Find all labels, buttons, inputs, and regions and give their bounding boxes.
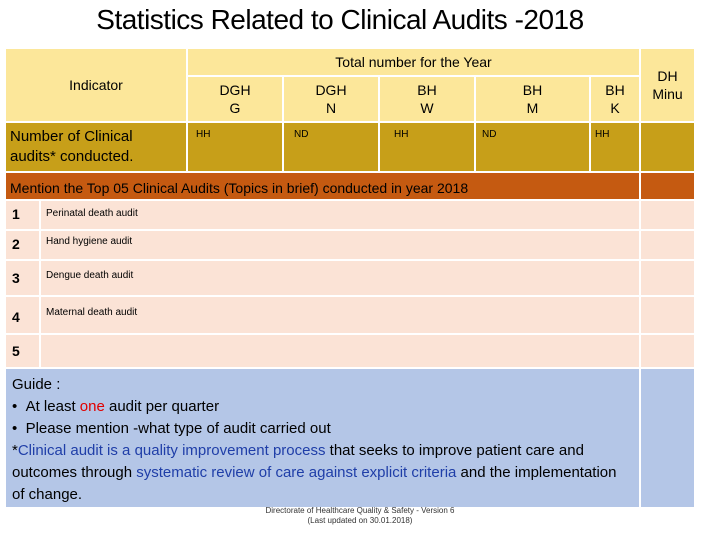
audit-row-2-text: Hand hygiene audit xyxy=(40,230,640,260)
audits-heading-side xyxy=(640,172,695,200)
bullet-icon: • xyxy=(12,420,26,437)
value-bhk: HH xyxy=(590,122,640,172)
total-year-header: Total number for the Year xyxy=(187,48,640,76)
guide-box: Guide : • At least one audit per quarter… xyxy=(5,368,640,508)
audits-heading: Mention the Top 05 Clinical Audits (Topi… xyxy=(5,172,640,200)
audit-row-3-text: Dengue death audit xyxy=(40,260,640,296)
page-title: Statistics Related to Clinical Audits -2… xyxy=(96,4,584,35)
audit-row-3-side xyxy=(640,260,695,296)
footer-line-1: Directorate of Healthcare Quality & Safe… xyxy=(265,506,455,515)
audit-row-1-side xyxy=(640,200,695,230)
audit-row-1-num: 1 xyxy=(5,200,40,230)
column-header-bhk: BH K xyxy=(590,76,640,122)
guide-bullet-2: • Please mention -what type of audit car… xyxy=(12,420,331,437)
column-header-dghn: DGH N xyxy=(283,76,379,122)
total-year-label: Total number for the Year xyxy=(335,54,492,70)
column-header-dghg: DGH G xyxy=(187,76,283,122)
audit-row-4-num: 4 xyxy=(5,296,40,334)
bullet-icon: • xyxy=(12,398,26,415)
row-label-clinical-audits: Number of Clinical audits* conducted. xyxy=(5,122,187,172)
indicator-header: Indicator xyxy=(5,48,187,122)
audit-row-5-text xyxy=(40,334,640,368)
indicator-label: Indicator xyxy=(69,77,123,93)
value-dghn: ND xyxy=(283,122,379,172)
guide-bullet-1: • At least one audit per quarter xyxy=(12,398,220,415)
footer-line-2: (Last updated on 30.01.2018) xyxy=(307,516,413,525)
audit-row-5-num: 5 xyxy=(5,334,40,368)
value-dhminu xyxy=(640,122,695,172)
audit-row-4-side xyxy=(640,296,695,334)
guide-note: *Clinical audit is a quality improvement… xyxy=(12,442,617,503)
audit-row-4-text: Maternal death audit xyxy=(40,296,640,334)
value-bhw: HH xyxy=(379,122,475,172)
value-bhm: ND xyxy=(475,122,590,172)
audit-row-5-side xyxy=(640,334,695,368)
guide-side xyxy=(640,368,695,508)
column-header-bhm: BH M xyxy=(475,76,590,122)
audit-row-3-num: 3 xyxy=(5,260,40,296)
audit-row-1-text: Perinatal death audit xyxy=(40,200,640,230)
guide-title: Guide : xyxy=(12,376,61,393)
footer: Directorate of Healthcare Quality & Safe… xyxy=(250,506,470,526)
audit-row-2-side xyxy=(640,230,695,260)
audit-row-2-num: 2 xyxy=(5,230,40,260)
value-dghg: HH xyxy=(187,122,283,172)
column-header-bhw: BH W xyxy=(379,76,475,122)
column-header-dhminu: DH Minu xyxy=(640,48,695,122)
